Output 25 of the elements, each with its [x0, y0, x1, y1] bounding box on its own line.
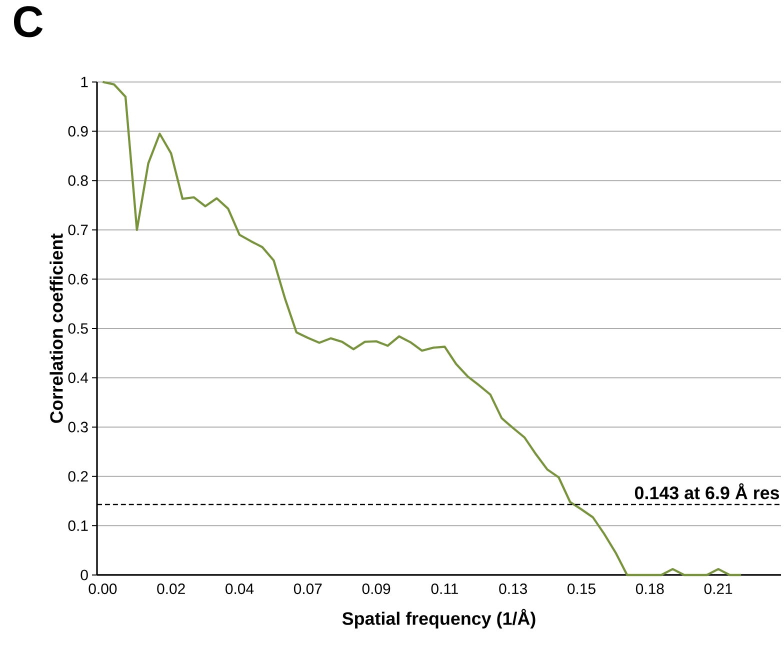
y-tick-label: 0.4: [68, 372, 88, 384]
y-tick-label: 0: [80, 570, 88, 580]
x-tick-label: 0.11: [431, 584, 458, 594]
y-tick-label: 0.5: [68, 323, 88, 334]
y-tick-label: 1: [81, 76, 88, 88]
y-tick-label: 0.1: [68, 520, 88, 531]
y-tick-label: 0.7: [68, 224, 88, 236]
x-tick-label: 0.18: [636, 584, 664, 594]
x-tick-label: 0.13: [499, 584, 527, 594]
x-tick-label: 0.07: [294, 584, 322, 594]
x-tick-label: 0.09: [362, 584, 390, 594]
x-tick-label: 0.00: [88, 584, 117, 594]
x-tick-label: 0.02: [157, 584, 185, 594]
x-tick-label: 0.15: [568, 584, 596, 594]
y-tick-label: 0.6: [68, 274, 88, 284]
y-tick-label: 0.3: [68, 422, 88, 432]
y-axis-title: Correlation coefficient: [50, 234, 63, 423]
ref-line-label: 0.143 at 6.9 Å res: [634, 483, 780, 500]
y-tick-label: 0.8: [68, 175, 88, 186]
x-tick-label: 0.04: [226, 584, 254, 594]
x-tick-label: 0.21: [704, 584, 732, 594]
text: C: [14, 6, 43, 38]
x-axis-title: Spatial frequency (1/Å): [342, 608, 536, 628]
y-tick-label: 0.2: [68, 471, 88, 482]
y-tick-label: 0.9: [68, 126, 88, 137]
